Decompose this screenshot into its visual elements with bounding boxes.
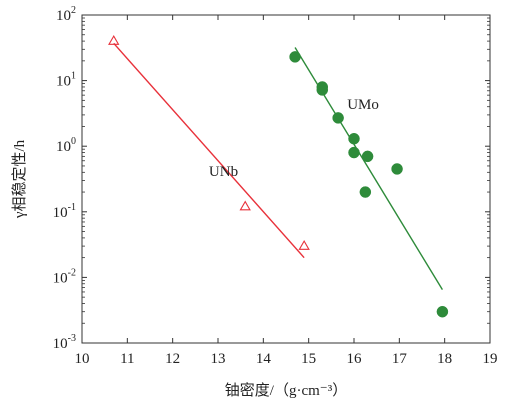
data-points [108,35,449,318]
y-tick-label: 10-1 [53,202,76,221]
umo-point [348,132,360,145]
unb-point [108,35,120,45]
plot-frame [81,14,491,344]
x-tick-label: 11 [120,351,134,367]
x-tick-label: 10 [75,351,90,367]
unb-series-label: UNb [209,164,238,180]
x-axis-title: 铀密度/（g·cm⁻³） [225,382,347,399]
labels: 10 11 12 13 14 15 16 17 18 19 102 101 100 10-1 10-2 10-… [11,5,498,399]
x-tick-label: 13 [211,351,226,367]
y-tick-label: 10-2 [53,267,76,286]
axes [81,14,491,344]
umo-point [361,150,374,163]
y-tick-label: 100 [56,136,76,155]
x-tick-label: 17 [392,351,408,367]
x-tick-label: 19 [483,351,498,367]
y-tick-label: 102 [56,5,76,24]
x-tick-label: 18 [437,351,452,367]
umo-point [316,84,329,96]
umo-series-label: UMo [347,97,379,113]
y-tick-label: 101 [56,71,76,90]
umo-point [391,163,403,175]
umo-point [436,305,449,318]
umo-fit-line [294,47,443,291]
unb-point [239,200,251,211]
umo-point [348,146,360,159]
x-tick-label: 14 [256,351,272,367]
y-tick-label: 10-3 [53,333,76,352]
umo-point [289,51,301,63]
x-tick-label: 12 [165,351,180,367]
unb-fit-line [113,42,305,259]
x-tick-label: 15 [301,351,316,367]
umo-point [359,186,372,198]
y-axis-title: γ相稳定性/h [11,139,28,219]
umo-point [332,112,344,124]
unb-point [298,239,310,250]
x-tick-label: 16 [347,351,363,367]
